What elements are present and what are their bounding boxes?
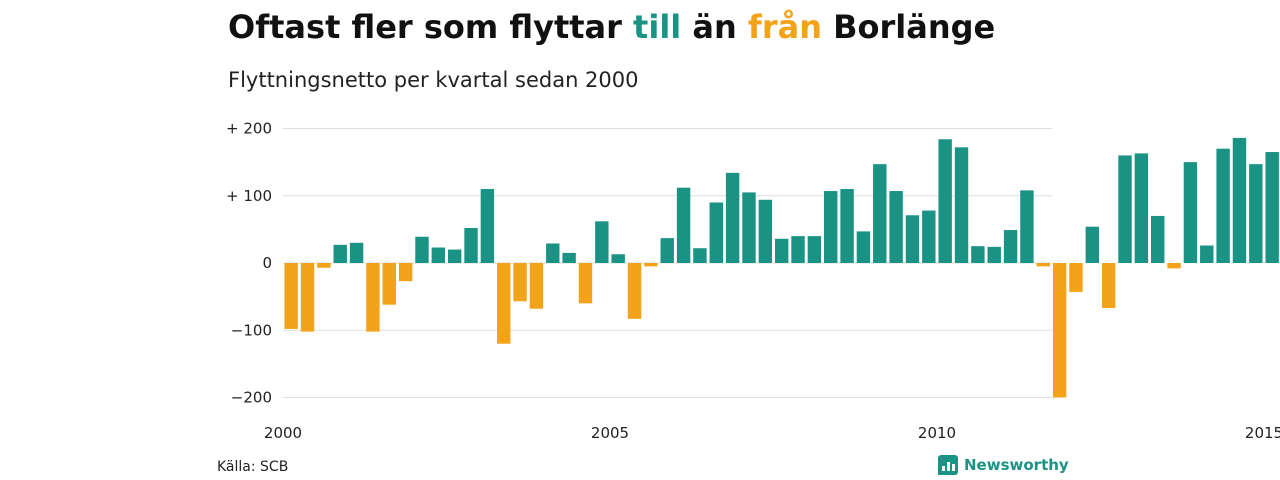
bar xyxy=(546,243,560,263)
bar xyxy=(1134,153,1149,263)
bar xyxy=(1151,215,1165,263)
y-axis-tick-labels: + 200 + 100 0 −100 −200 xyxy=(226,120,272,407)
bar xyxy=(938,139,952,263)
newsworthy-logo-icon xyxy=(938,455,958,475)
bar xyxy=(1069,263,1083,292)
bar xyxy=(742,192,756,263)
x-axis-tick-labels: 20002005201020152020 xyxy=(264,424,1280,442)
bar xyxy=(824,191,838,263)
chart-title: Oftast fler som flyttar till än från Bor… xyxy=(228,8,996,46)
bar xyxy=(333,244,347,263)
bar xyxy=(1249,164,1263,263)
bar xyxy=(1085,226,1100,263)
bar xyxy=(873,164,887,263)
bar xyxy=(415,236,429,263)
x-tick-label: 2015 xyxy=(1245,424,1280,442)
source-note: Källa: SCB xyxy=(217,459,289,475)
bar xyxy=(284,263,298,329)
bar xyxy=(791,236,805,263)
bar xyxy=(856,231,871,263)
bar xyxy=(497,263,511,344)
bar xyxy=(513,263,527,302)
y-tick-label: −200 xyxy=(231,389,272,407)
bar xyxy=(709,202,723,263)
y-tick-label: + 200 xyxy=(226,120,272,138)
bar xyxy=(1167,263,1181,269)
x-tick-label: 2000 xyxy=(264,424,302,442)
bars xyxy=(284,137,1279,398)
bar xyxy=(1118,155,1132,263)
brand-logo: Newsworthy xyxy=(938,455,1069,475)
bar xyxy=(1183,162,1198,264)
title-highlight-till: till xyxy=(633,8,682,46)
bar xyxy=(578,263,593,304)
chart-subtitle: Flyttningsnetto per kvartal sedan 2000 xyxy=(228,68,639,92)
bar xyxy=(529,263,544,309)
bar xyxy=(431,247,446,263)
x-tick-label: 2010 xyxy=(918,424,956,442)
brand-name: Newsworthy xyxy=(964,456,1069,474)
y-tick-label: −100 xyxy=(231,321,272,339)
bar xyxy=(807,236,822,263)
bar xyxy=(693,248,707,263)
bar xyxy=(595,221,609,263)
bar xyxy=(398,263,413,282)
bar xyxy=(1003,230,1018,263)
bar xyxy=(382,263,396,305)
bar xyxy=(971,246,985,263)
bar xyxy=(1052,263,1067,398)
bar xyxy=(840,189,854,263)
y-tick-label: 0 xyxy=(262,254,272,272)
bar xyxy=(1216,148,1230,263)
bar xyxy=(464,228,478,263)
bar xyxy=(1232,137,1247,263)
bar xyxy=(676,187,691,263)
bar xyxy=(758,199,773,263)
bar xyxy=(905,215,920,263)
bar xyxy=(987,246,1001,263)
bar xyxy=(660,238,674,263)
bar xyxy=(300,263,315,332)
bar xyxy=(1036,263,1050,267)
bar xyxy=(447,249,462,263)
bar xyxy=(611,254,625,263)
bar xyxy=(349,242,364,263)
bar xyxy=(1101,263,1116,309)
y-tick-label: + 100 xyxy=(226,187,272,205)
bar xyxy=(774,238,789,263)
bar xyxy=(1020,190,1034,263)
bar xyxy=(317,263,331,268)
bar xyxy=(480,189,495,263)
bar xyxy=(366,263,380,332)
bar xyxy=(627,263,642,319)
bar xyxy=(644,263,658,267)
bar xyxy=(562,252,576,263)
bar xyxy=(725,172,740,263)
bar xyxy=(954,147,969,263)
bar xyxy=(922,210,936,263)
bar xyxy=(1265,152,1279,263)
bar xyxy=(889,191,903,263)
bar xyxy=(1200,245,1214,263)
title-highlight-fran: från xyxy=(747,8,822,46)
x-tick-label: 2005 xyxy=(591,424,629,442)
